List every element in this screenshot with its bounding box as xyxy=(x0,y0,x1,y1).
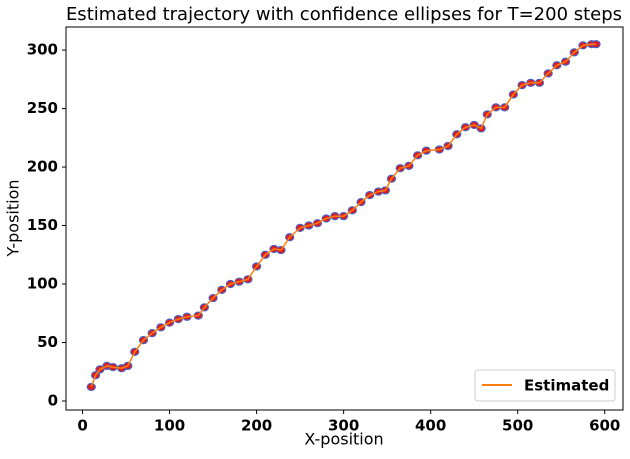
x-tick-label: 300 xyxy=(328,417,359,435)
chart-title: Estimated trajectory with confidence ell… xyxy=(66,4,622,25)
y-tick-label: 300 xyxy=(27,41,58,59)
line xyxy=(90,43,596,388)
y-tick-label: 150 xyxy=(27,216,58,234)
x-tick-label: 200 xyxy=(241,417,272,435)
x-axis-label: X-position xyxy=(304,430,383,449)
x-tick-label: 0 xyxy=(77,417,87,435)
legend-box xyxy=(474,369,616,402)
y-axis-label: Y-position xyxy=(4,179,23,257)
x-tick-label: 100 xyxy=(154,417,185,435)
legend-label: Estimated xyxy=(524,377,609,395)
y-tick-label: 50 xyxy=(37,333,58,351)
x-tick-label: 400 xyxy=(415,417,446,435)
plot-frame xyxy=(65,26,624,411)
y-tick-label: 250 xyxy=(27,99,58,117)
y-tick-label: 200 xyxy=(27,158,58,176)
y-tick-label: 0 xyxy=(48,391,58,409)
y-tick-label: 100 xyxy=(27,275,58,293)
x-tick-label: 600 xyxy=(589,417,620,435)
x-tick-label: 500 xyxy=(502,417,533,435)
